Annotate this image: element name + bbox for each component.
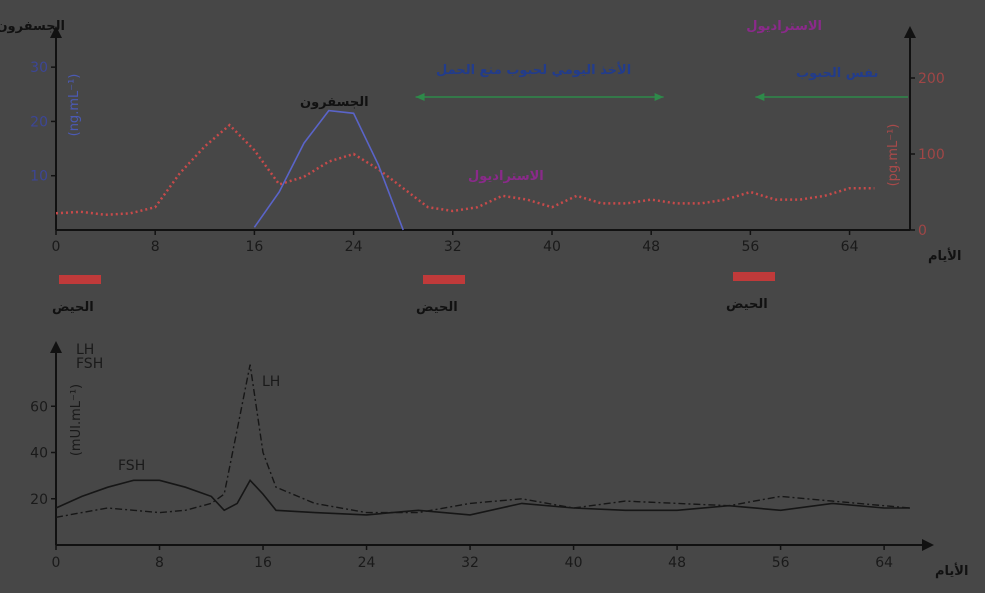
top-x-tick-label: 32 <box>444 239 462 255</box>
bottom-y-tick-label: 60 <box>30 399 48 415</box>
daily-pill-arrow-head <box>415 93 425 101</box>
left-y-tick-label: 20 <box>30 114 48 130</box>
top-x-tick-label: 56 <box>741 239 759 255</box>
top-x-tick-label: 0 <box>52 239 61 255</box>
menstruation-label: الحيض <box>726 297 768 312</box>
bottom-y-tick-label: 20 <box>30 492 48 508</box>
bottom-y-tick-label: 40 <box>30 446 48 462</box>
estradiol-axis-title: الاستراديول <box>746 19 822 34</box>
same-pills-label: نفس الحبوب <box>796 66 878 81</box>
bottom-x-tick-label: 56 <box>772 555 790 571</box>
left-y-tick-label: 10 <box>30 169 48 185</box>
lh-line <box>55 364 911 518</box>
bottom-x-tick-label: 16 <box>254 555 272 571</box>
lh-curve-label: LH <box>262 374 280 390</box>
top-x-tick-label: 24 <box>345 239 363 255</box>
menstruation-label: الحيض <box>416 300 458 315</box>
menstruation-bar <box>423 275 465 284</box>
menstruation-bar <box>733 272 775 281</box>
right-y-tick-label: 0 <box>918 223 927 239</box>
top-x-tick-label: 40 <box>543 239 561 255</box>
top-labels: الجسفرون (ng.mL⁻¹) الاستراديول (pg.mL⁻¹)… <box>0 19 961 264</box>
bottom-x-tick-label: 24 <box>358 555 376 571</box>
estradiol-axis-unit: (pg.mL⁻¹) <box>886 124 901 187</box>
top-x-tick-label: 48 <box>642 239 660 255</box>
top-x-tick-label: 64 <box>841 239 859 255</box>
estradiol-line <box>55 123 875 217</box>
left-y-tick-label: 30 <box>30 60 48 76</box>
top-x-tick-label: 8 <box>151 239 160 255</box>
top-x-axis-label: الأيام <box>928 247 961 264</box>
top-axes: 0 8 16 24 32 40 48 56 64 10 20 30 0 100 200 <box>30 26 945 255</box>
bottom-y-axis-arrow <box>50 341 62 353</box>
fsh-line <box>55 478 910 516</box>
menstruation-bar <box>59 275 101 284</box>
bottom-x-tick-label: 0 <box>52 555 61 571</box>
same-pills-arrow-head <box>755 93 765 101</box>
lh-axis-title: LH <box>76 342 94 358</box>
progesterone-line <box>253 109 404 231</box>
top-series <box>55 93 908 231</box>
progesterone-axis-title: الجسفرون <box>0 19 65 34</box>
top-x-tick-label: 16 <box>245 239 263 255</box>
gonadotropin-axis-unit: (mUI.mL⁻¹) <box>69 384 84 456</box>
top-right-axis-arrow <box>904 26 916 38</box>
fsh-curve-label: FSH <box>118 458 145 474</box>
bottom-x-tick-label: 40 <box>565 555 583 571</box>
bottom-axes: 0 8 16 24 32 40 48 56 64 20 40 60 <box>30 341 934 571</box>
right-y-tick-label: 100 <box>918 147 945 163</box>
bottom-x-axis-arrow <box>922 539 934 551</box>
bottom-chart: 0 8 16 24 32 40 48 56 64 20 40 60 LH FSH (mUI.mL⁻¹)… <box>30 341 968 579</box>
bottom-labels: LH FSH (mUI.mL⁻¹) FSH LH الأيام <box>69 342 968 579</box>
bottom-x-axis-label: الأيام <box>935 562 968 579</box>
progesterone-curve-label: الجسفرون <box>300 95 369 110</box>
bottom-x-tick-label: 64 <box>875 555 893 571</box>
bottom-x-tick-label: 8 <box>155 555 164 571</box>
menstruation-markers: الحيض الحيض الحيض <box>52 272 775 315</box>
fsh-axis-title: FSH <box>76 356 103 372</box>
bottom-x-tick-label: 32 <box>461 555 479 571</box>
estradiol-curve-label: الاستراديول <box>468 169 544 184</box>
progesterone-axis-unit: (ng.mL⁻¹) <box>67 74 82 137</box>
top-chart: 0 8 16 24 32 40 48 56 64 10 20 30 0 100 200 الجسفرون (… <box>0 19 961 264</box>
daily-pill-arrow-head <box>654 93 664 101</box>
menstruation-label: الحيض <box>52 300 94 315</box>
bottom-series <box>55 364 911 518</box>
top-left-axis-arrow <box>50 26 62 38</box>
bottom-x-tick-label: 48 <box>668 555 686 571</box>
right-y-tick-label: 200 <box>918 71 945 87</box>
daily-pill-label: الأخذ اليومي لحبوب منع الحمل <box>436 61 631 78</box>
